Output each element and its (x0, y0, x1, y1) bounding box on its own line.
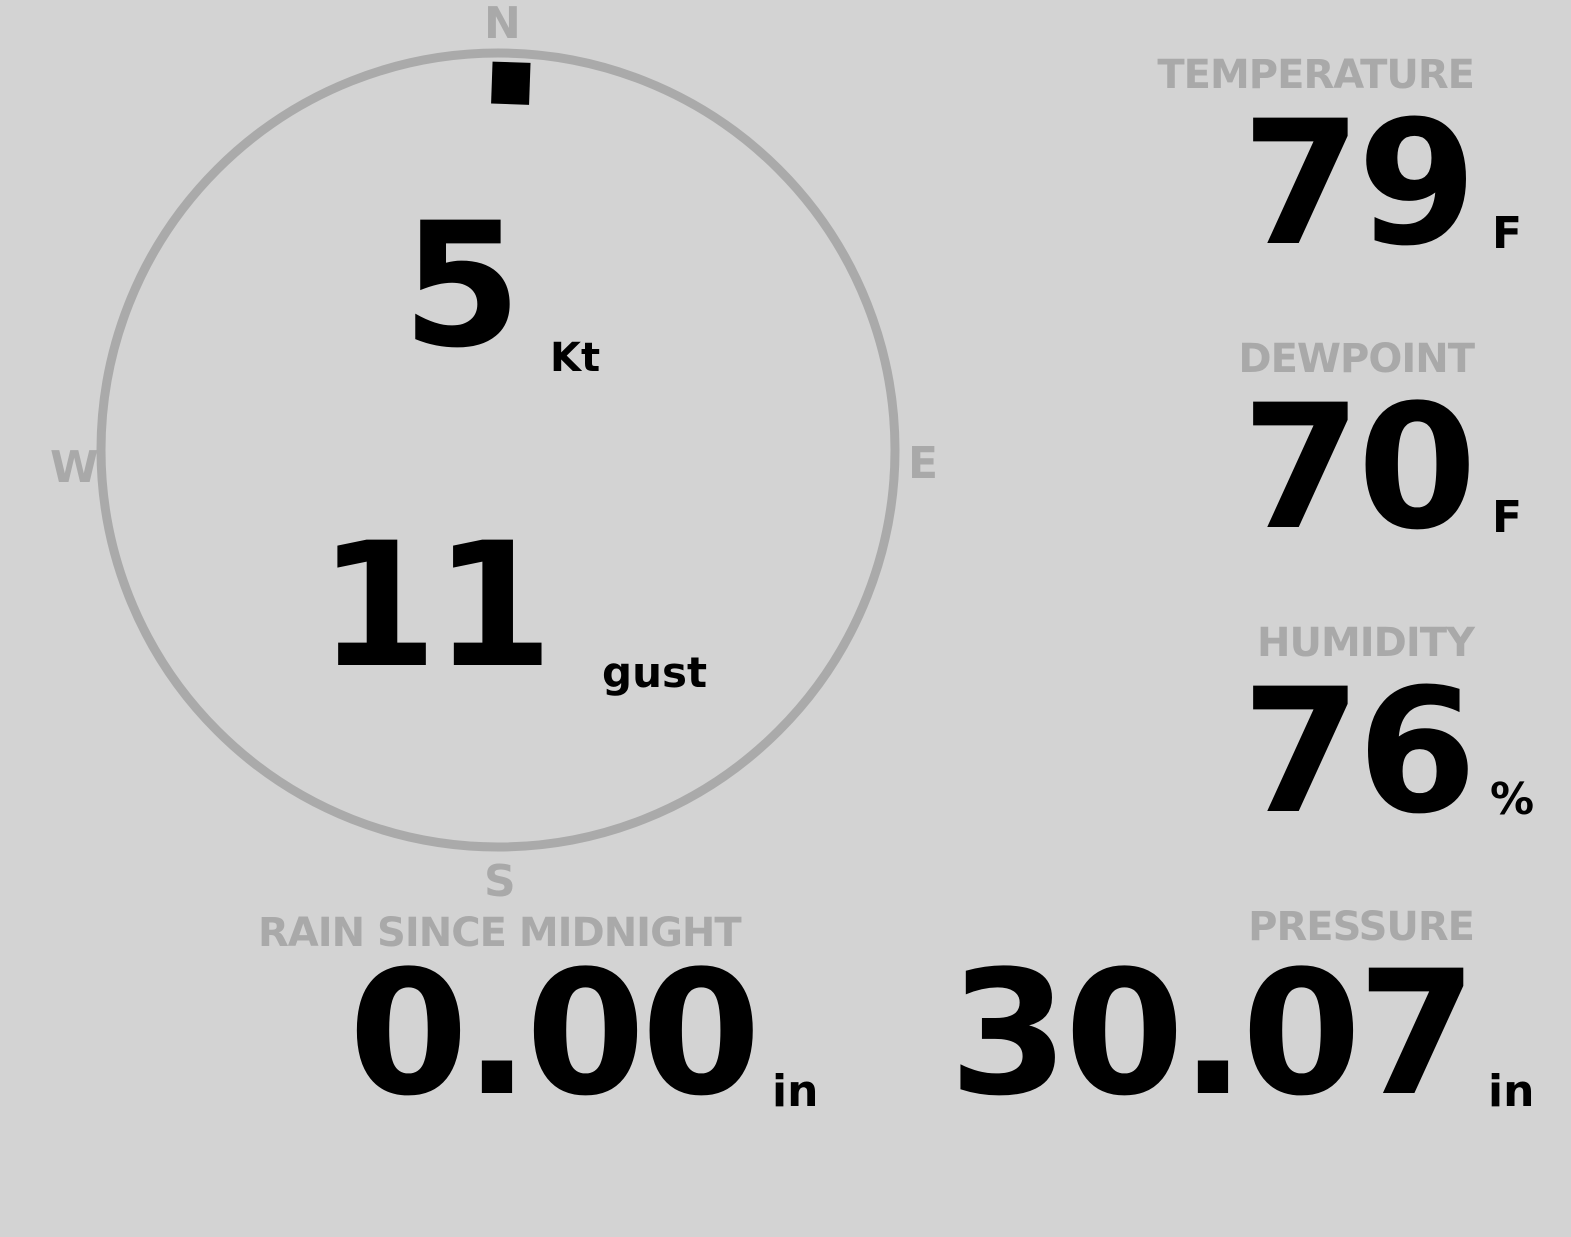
compass (96, 48, 900, 852)
dewpoint-value: 70 (1241, 367, 1477, 568)
compass-north-label: N (484, 0, 521, 49)
rain-value: 0.00 (348, 933, 761, 1134)
pressure-label: PRESSURE (1248, 904, 1475, 950)
rain-label: RAIN SINCE MIDNIGHT (258, 910, 742, 956)
compass-west-label: W (50, 442, 99, 493)
wind-speed-unit: Kt (550, 335, 601, 381)
temperature-unit: F (1492, 208, 1523, 259)
compass-east-label: E (908, 438, 939, 489)
pressure-value: 30.07 (948, 933, 1477, 1134)
humidity-value: 76 (1241, 651, 1477, 852)
rain-unit: in (772, 1066, 819, 1117)
dewpoint-label: DEWPOINT (1238, 336, 1475, 382)
temperature-label: TEMPERATURE (1157, 52, 1475, 98)
temperature-value: 79 (1241, 83, 1477, 284)
wind-direction-marker (491, 61, 531, 105)
wind-speed-value: 5 (402, 185, 522, 386)
wind-gust-unit: gust (602, 648, 708, 697)
dewpoint-unit: F (1492, 492, 1523, 543)
compass-south-label: S (484, 856, 516, 907)
wind-gust-value: 11 (318, 505, 553, 706)
pressure-unit: in (1488, 1066, 1535, 1117)
compass-ring (96, 48, 900, 852)
humidity-unit: % (1490, 774, 1535, 825)
humidity-label: HUMIDITY (1257, 620, 1475, 666)
